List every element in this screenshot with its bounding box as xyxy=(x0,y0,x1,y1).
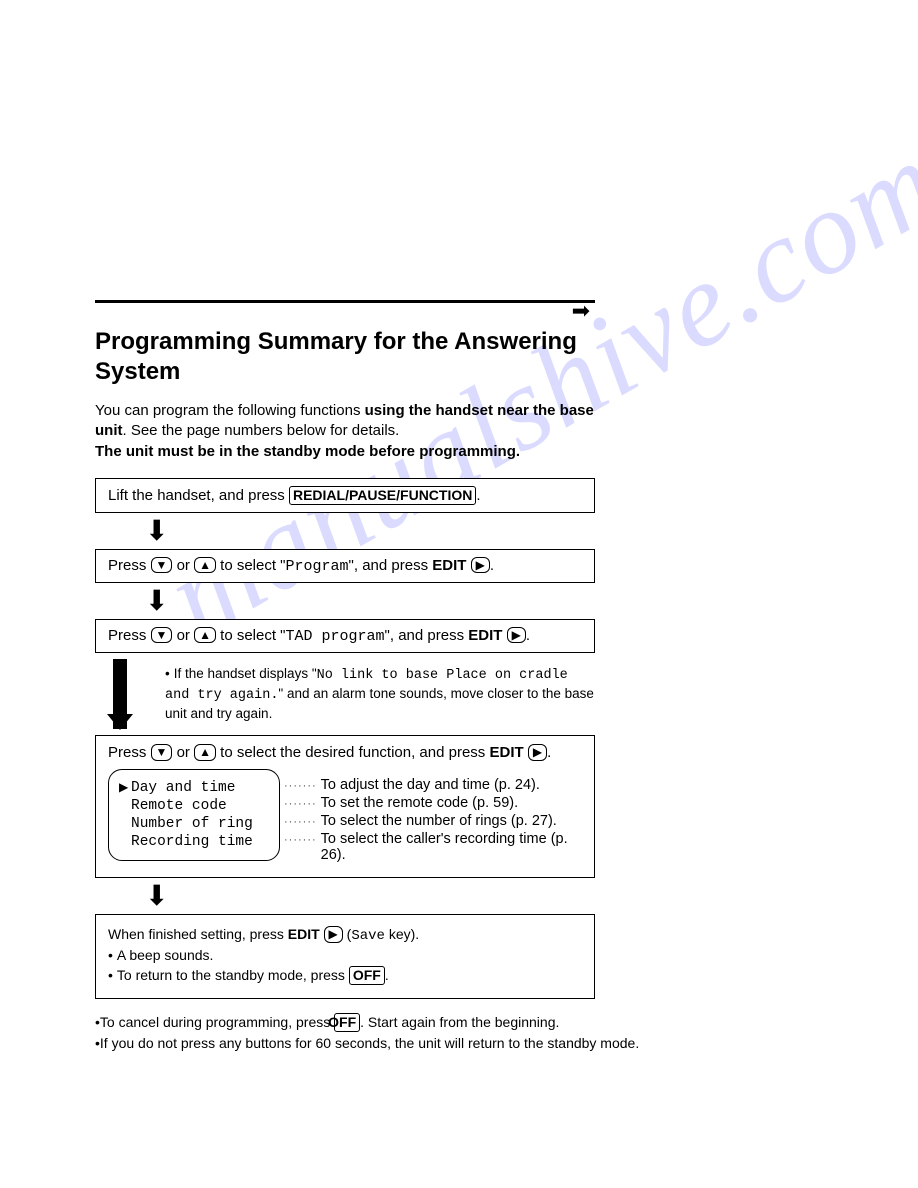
edit-label: EDIT xyxy=(432,557,466,574)
page-content: ➡ Programming Summary for the Answering … xyxy=(95,300,735,1054)
right-arrow-key-icon: ▶ xyxy=(507,627,526,643)
final-bullet1: A beep sounds. xyxy=(108,947,582,963)
function-label: Number of ring xyxy=(119,816,269,832)
step2-mid: to select " xyxy=(216,557,286,574)
edit-label: EDIT xyxy=(489,744,523,761)
step3-tail: . xyxy=(526,627,530,644)
edit-label: EDIT xyxy=(468,627,502,644)
final-line1: When finished setting, press EDIT ▶ (Sav… xyxy=(108,926,582,944)
step2-mono: Program xyxy=(286,558,349,575)
flow-arrow-icon: ⬇ xyxy=(145,587,735,615)
step4-pre: Press xyxy=(108,744,151,761)
save-mono: Save xyxy=(351,928,385,944)
dotted-leader: ······· xyxy=(284,834,317,846)
up-arrow-key-icon: ▲ xyxy=(194,557,216,573)
flow-arrow-icon: ⬇ xyxy=(145,517,735,545)
down-arrow-key-icon: ▼ xyxy=(151,744,173,760)
step2-post: ", and press xyxy=(349,557,433,574)
step3-post: ", and press xyxy=(385,627,469,644)
note-pre: If the handset displays " xyxy=(165,666,317,681)
intro-bold2: The unit must be in the standby mode bef… xyxy=(95,443,520,460)
function-label: Remote code xyxy=(119,798,269,814)
down-arrow-key-icon: ▼ xyxy=(151,627,173,643)
step-1-box: Lift the handset, and press REDIAL/PAUSE… xyxy=(95,478,595,513)
intro-pre: You can program the following functions xyxy=(95,402,365,419)
function-desc: To select the number of rings (p. 27). xyxy=(321,813,557,829)
dotted-leader: ······· xyxy=(284,780,317,792)
pointer-icon: ▶ xyxy=(119,780,129,795)
step1-post: . xyxy=(476,487,480,504)
step4-tail: . xyxy=(547,744,551,761)
step4-or: or xyxy=(172,744,194,761)
step3-mid: to select " xyxy=(216,627,286,644)
up-arrow-key-icon: ▲ xyxy=(194,627,216,643)
intro-paragraph: You can program the following functions … xyxy=(95,401,595,462)
final-step-box: When finished setting, press EDIT ▶ (Sav… xyxy=(95,914,595,999)
right-arrow-key-icon: ▶ xyxy=(324,926,343,942)
step-4-box: Press ▼ or ▲ to select the desired funct… xyxy=(95,735,595,878)
flow-arrow-icon: ⬇ xyxy=(145,882,735,910)
dotted-leader: ······· xyxy=(284,816,317,828)
function-desc: To set the remote code (p. 59). xyxy=(321,795,518,811)
right-arrow-key-icon: ▶ xyxy=(528,744,547,760)
final-bullet2: To return to the standby mode, press OFF… xyxy=(108,966,582,985)
step2-or: or xyxy=(172,557,194,574)
up-arrow-key-icon: ▲ xyxy=(194,744,216,760)
dotted-leader: ······· xyxy=(284,798,317,810)
step2-pre: Press xyxy=(108,557,151,574)
function-desc-column: ······· To adjust the day and time (p. 24… xyxy=(280,761,582,865)
function-desc: To adjust the day and time (p. 24). xyxy=(321,777,540,793)
off-button: OFF xyxy=(334,1013,360,1032)
step3-mono: TAD program xyxy=(286,628,385,645)
step3-pre: Press xyxy=(108,627,151,644)
next-page-arrow-icon: ➡ xyxy=(572,298,590,324)
function-row: Recording time xyxy=(119,834,269,850)
function-list-frame: ▶Day and time Remote code Number of ring… xyxy=(108,769,280,861)
function-desc: To select the caller's recording time (p… xyxy=(321,831,582,863)
page-title: Programming Summary for the Answering Sy… xyxy=(95,327,595,387)
footnote-2: •If you do not press any buttons for 60 … xyxy=(95,1034,655,1052)
step2-tail: . xyxy=(490,557,494,574)
edit-label: EDIT xyxy=(288,926,320,942)
step-2-box: Press ▼ or ▲ to select "Program", and pr… xyxy=(95,549,595,583)
off-button: OFF xyxy=(349,966,385,985)
step-3-box: Press ▼ or ▲ to select "TAD program", an… xyxy=(95,619,595,653)
function-row: Remote code xyxy=(119,798,269,814)
footnotes: •To cancel during programming, press OFF… xyxy=(95,1013,655,1052)
down-arrow-key-icon: ▼ xyxy=(151,557,173,573)
step4-mid: to select the desired function, and pres… xyxy=(216,744,490,761)
note-branch: If the handset displays "No link to base… xyxy=(95,659,595,730)
footnote-1: •To cancel during programming, press OFF… xyxy=(95,1013,655,1032)
step4-line: Press ▼ or ▲ to select the desired funct… xyxy=(108,744,582,761)
step3-or: or xyxy=(172,627,194,644)
function-label: ▶Day and time xyxy=(119,780,269,796)
function-row: ▶Day and time xyxy=(119,780,269,796)
flow-arrow-tall-icon xyxy=(113,659,127,730)
intro-mid: . See the page numbers below for details… xyxy=(123,422,400,439)
function-label: Recording time xyxy=(119,834,269,850)
flow-arrow-column xyxy=(95,659,145,730)
redial-pause-function-button: REDIAL/PAUSE/FUNCTION xyxy=(289,486,476,505)
function-row: Number of ring xyxy=(119,816,269,832)
note-text: If the handset displays "No link to base… xyxy=(145,659,595,730)
step1-pre: Lift the handset, and press xyxy=(108,487,289,504)
title-rule xyxy=(95,300,595,303)
right-arrow-key-icon: ▶ xyxy=(471,557,490,573)
